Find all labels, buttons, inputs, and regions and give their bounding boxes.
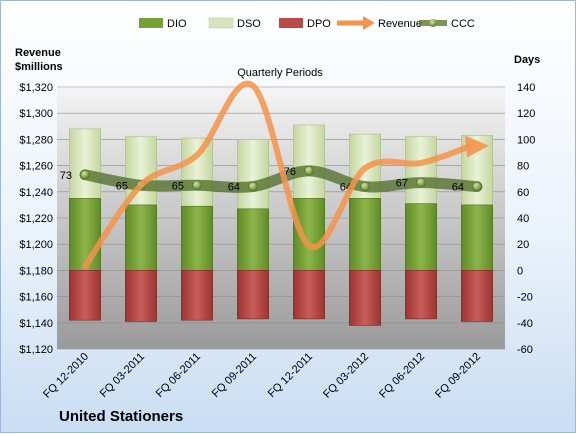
right-tick-label: -40 [517,318,533,330]
x-tick-label: FQ 09-2012 [433,351,483,401]
bar-dio [461,204,493,271]
x-tick-label: FQ 09-2011 [210,351,259,400]
bar-dio [69,198,101,271]
right-tick-label: 120 [517,108,535,120]
left-tick-label: $1,220 [19,213,53,225]
right-tick-label: 40 [517,213,529,225]
bar-dpo [181,270,213,321]
left-axis-label-line2: $millions [15,61,63,73]
left-tick-label: $1,260 [19,161,53,173]
bar-dio [349,198,381,271]
x-tick-label: FQ 06-2011 [154,351,203,400]
revenue-line [82,80,472,270]
left-tick-label: $1,200 [19,239,53,251]
ccc-marker [472,181,482,192]
legend-label-ccc: CCC [451,18,475,30]
left-axis-label-line1: Revenue [15,47,61,59]
x-tick-label: FQ 12-2010 [41,351,91,401]
ccc-marker [304,166,314,176]
legend-swatch-dpo [279,18,303,28]
bar-dio [125,204,157,271]
ccc-data-label: 64 [228,182,240,194]
ccc-marker [248,181,258,192]
revenue-arrowhead [465,135,489,158]
legend-swatch-dio [139,18,163,28]
bar-dpo [237,270,269,320]
ccc-marker [416,177,426,188]
left-tick-label: $1,280 [19,134,53,146]
ccc-data-label: 65 [172,180,184,192]
legend-label-dpo: DPO [307,18,331,30]
legend-label-dio: DIO [167,18,187,30]
bar-dio [293,198,325,271]
x-axis-ticks: FQ 12-2010 FQ 03-2011 FQ 06-2011 FQ 09-2011… [41,351,483,401]
bar-dio [237,208,269,271]
left-tick-label: $1,160 [19,292,53,304]
right-tick-label: 20 [517,239,529,251]
right-tick-label: 60 [517,187,529,199]
x-tick-label: FQ 12-2011 [266,351,315,400]
right-tick-label: 80 [517,161,529,173]
bars [69,124,493,326]
right-tick-label: 100 [517,134,535,146]
right-tick-label: -20 [517,292,533,304]
ccc-data-label: 76 [284,166,296,178]
ccc-data-label: 67 [396,178,408,190]
ccc-data-label: 73 [60,170,72,182]
left-tick-label: $1,300 [19,108,53,120]
bar-dpo [69,270,101,321]
bar-dpo [349,270,381,326]
x-tick-label: FQ 03-2011 [98,351,147,400]
left-tick-label: $1,320 [19,82,53,94]
legend-swatch-dso [208,17,234,29]
left-tick-label: $1,140 [19,318,53,330]
ccc-marker [192,180,202,191]
legend-arrow-revenue [363,16,375,30]
company-name: United Stationers [59,408,183,425]
x-tick-label: FQ 06-2012 [377,351,427,401]
ccc-data-label: 65 [116,180,128,192]
left-axis-ticks: $1,120 $1,140 $1,160 $1,180 $1,200 $1,220 $1,2… [19,82,53,356]
bar-dpo [293,270,325,320]
legend-marker-ccc [429,19,437,27]
bar-dpo [405,270,437,320]
ccc-marker [360,181,370,192]
legend: DIO DSO DPO Revenue CCC [139,16,475,30]
bar-dio [405,203,437,271]
ccc-data-label: 64 [452,182,464,194]
right-axis-label: Days [514,54,540,66]
legend-label-revenue: Revenue [378,18,422,30]
bar-dpo [125,270,157,322]
chart-title: Quarterly Periods [237,67,323,79]
x-tick-label: FQ 03-2012 [321,351,371,401]
right-tick-label: -60 [517,344,533,356]
left-tick-label: $1,120 [19,344,53,356]
ccc-marker [80,169,90,180]
bar-dpo [461,270,493,322]
right-tick-label: 0 [517,265,523,277]
left-tick-label: $1,240 [19,187,53,199]
right-axis-ticks: -60 -40 -20 0 20 40 60 80 100 120 140 [517,82,535,356]
right-tick-label: 140 [517,82,535,94]
left-tick-label: $1,180 [19,265,53,277]
legend-label-dso: DSO [237,18,261,30]
bar-dio [181,205,213,271]
